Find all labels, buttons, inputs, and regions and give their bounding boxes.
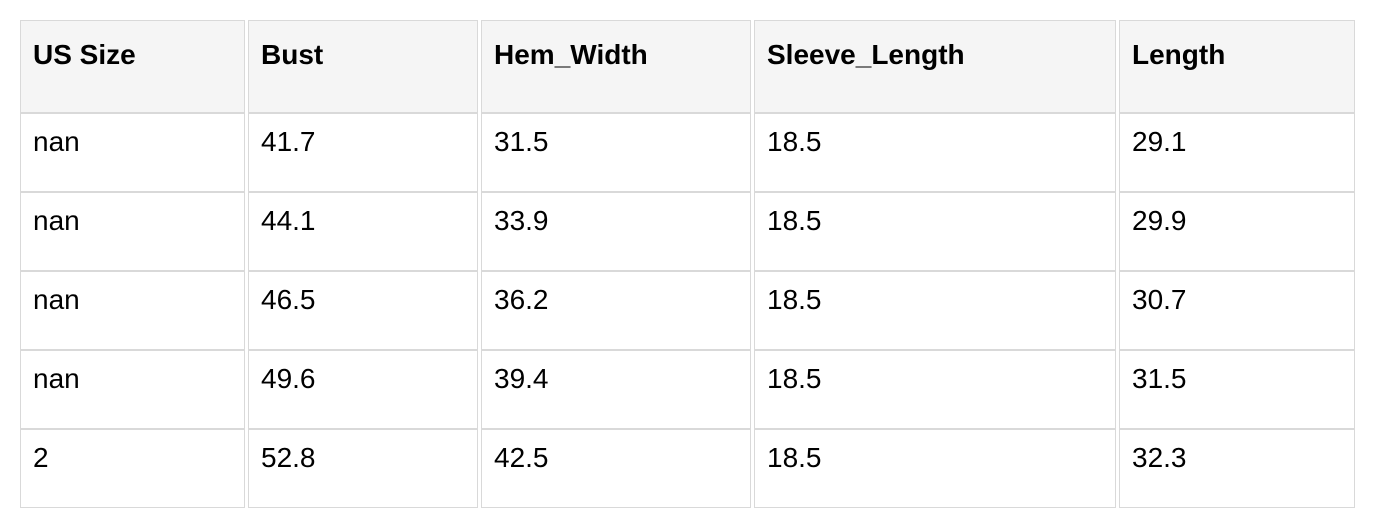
cell-hem-width: 31.5 — [481, 113, 751, 192]
column-header-sleeve-length: Sleeve_Length — [754, 20, 1116, 113]
table-row: nan 49.6 39.4 18.5 31.5 — [20, 350, 1355, 429]
cell-bust: 52.8 — [248, 429, 478, 508]
table-row: nan 41.7 31.5 18.5 29.1 — [20, 113, 1355, 192]
column-header-bust: Bust — [248, 20, 478, 113]
table-row: 2 52.8 42.5 18.5 32.3 — [20, 429, 1355, 508]
cell-sleeve-length: 18.5 — [754, 271, 1116, 350]
cell-length: 29.9 — [1119, 192, 1355, 271]
cell-length: 32.3 — [1119, 429, 1355, 508]
header-row: US Size Bust Hem_Width Sleeve_Length Length — [20, 20, 1355, 113]
cell-us-size: nan — [20, 350, 245, 429]
cell-bust: 41.7 — [248, 113, 478, 192]
cell-sleeve-length: 18.5 — [754, 192, 1116, 271]
table-header: US Size Bust Hem_Width Sleeve_Length Length — [20, 20, 1355, 113]
cell-bust: 46.5 — [248, 271, 478, 350]
cell-length: 29.1 — [1119, 113, 1355, 192]
cell-us-size: nan — [20, 113, 245, 192]
cell-hem-width: 33.9 — [481, 192, 751, 271]
table-row: nan 46.5 36.2 18.5 30.7 — [20, 271, 1355, 350]
cell-hem-width: 36.2 — [481, 271, 751, 350]
cell-sleeve-length: 18.5 — [754, 429, 1116, 508]
column-header-length: Length — [1119, 20, 1355, 113]
cell-bust: 44.1 — [248, 192, 478, 271]
column-header-hem-width: Hem_Width — [481, 20, 751, 113]
cell-us-size: nan — [20, 192, 245, 271]
table-body: nan 41.7 31.5 18.5 29.1 nan 44.1 33.9 18.5 29.9 na… — [20, 113, 1355, 508]
cell-hem-width: 39.4 — [481, 350, 751, 429]
cell-us-size: 2 — [20, 429, 245, 508]
size-chart-table: US Size Bust Hem_Width Sleeve_Length Length … — [17, 20, 1358, 508]
cell-hem-width: 42.5 — [481, 429, 751, 508]
cell-length: 30.7 — [1119, 271, 1355, 350]
cell-sleeve-length: 18.5 — [754, 113, 1116, 192]
cell-bust: 49.6 — [248, 350, 478, 429]
cell-length: 31.5 — [1119, 350, 1355, 429]
cell-sleeve-length: 18.5 — [754, 350, 1116, 429]
table-row: nan 44.1 33.9 18.5 29.9 — [20, 192, 1355, 271]
cell-us-size: nan — [20, 271, 245, 350]
column-header-us-size: US Size — [20, 20, 245, 113]
